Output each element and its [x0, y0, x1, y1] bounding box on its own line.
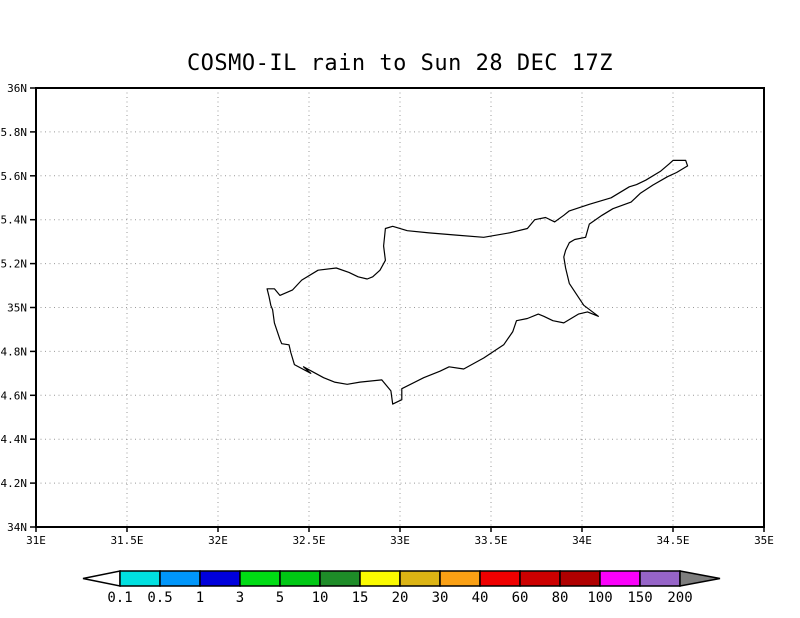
graticule — [36, 88, 764, 527]
colorbar-segment — [119, 570, 161, 587]
colorbar-label: 40 — [472, 590, 489, 606]
colorbar-label: 20 — [392, 590, 409, 606]
colorbar-label: 200 — [667, 590, 692, 606]
colorbar-segment — [359, 570, 401, 587]
colorbar-below-arrow — [82, 570, 121, 587]
colorbar-label: 0.5 — [147, 590, 172, 606]
colorbar-segment — [519, 570, 561, 587]
y-tick-label: 35.2N — [0, 258, 27, 271]
colorbar-label: 1 — [196, 590, 204, 606]
y-tick-label: 34.8N — [0, 345, 27, 358]
colorbar-label: 0.1 — [107, 590, 132, 606]
x-tick-label: 34.5E — [656, 534, 689, 547]
x-tick-label: 32E — [208, 534, 228, 547]
y-tick-label: 35.4N — [0, 214, 27, 227]
colorbar-above-arrow — [679, 570, 721, 587]
colorbar-label: 10 — [312, 590, 329, 606]
colorbar-segment — [479, 570, 521, 587]
y-tick-label: 34N — [7, 521, 27, 534]
y-tick-label: 34.6N — [0, 389, 27, 402]
x-tick-label: 34E — [572, 534, 592, 547]
colorbar-segment — [319, 570, 361, 587]
chart-title: COSMO-IL rain to Sun 28 DEC 17Z — [186, 51, 614, 76]
colorbar-segment — [599, 570, 641, 587]
x-tick-label: 33E — [390, 534, 410, 547]
y-tick-label: 35.6N — [0, 170, 27, 183]
colorbar-label: 80 — [552, 590, 569, 606]
colorbar-segment — [439, 570, 481, 587]
x-tick-label: 35E — [754, 534, 774, 547]
x-tick-label: 31.5E — [110, 534, 143, 547]
colorbar-label: 60 — [512, 590, 529, 606]
colorbar-segment — [199, 570, 241, 587]
y-tick-label: 35.8N — [0, 126, 27, 139]
colorbar-segment — [159, 570, 201, 587]
y-tick-label: 34.2N — [0, 477, 27, 490]
colorbar-label: 3 — [236, 590, 244, 606]
colorbar-segment — [239, 570, 281, 587]
colorbar-label: 5 — [276, 590, 284, 606]
x-tick-label: 32.5E — [292, 534, 325, 547]
axes: 31E 31.5E 32E 32.5E 33E 33.5E 34E 34.5E 35E 34N 34… — [0, 82, 774, 547]
y-tick-label: 34.4N — [0, 433, 27, 446]
x-tick-label: 33.5E — [474, 534, 507, 547]
colorbar-label: 100 — [587, 590, 612, 606]
x-tick-label: 31E — [26, 534, 46, 547]
colorbar-segment — [559, 570, 601, 587]
colorbar-segment — [279, 570, 321, 587]
plot-frame — [35, 87, 765, 528]
colorbar-segment — [639, 570, 681, 587]
colorbar-segment — [399, 570, 441, 587]
y-tick-label: 35N — [7, 302, 27, 315]
y-tick-label: 36N — [7, 82, 27, 95]
colorbar-label: 15 — [352, 590, 369, 606]
colorbar: 0.1 0.5 1 3 5 10 15 20 30 40 60 80 100 150 200 — [82, 570, 721, 606]
cyprus-coastline — [266, 159, 689, 405]
colorbar-label: 30 — [432, 590, 449, 606]
colorbar-label: 150 — [627, 590, 652, 606]
